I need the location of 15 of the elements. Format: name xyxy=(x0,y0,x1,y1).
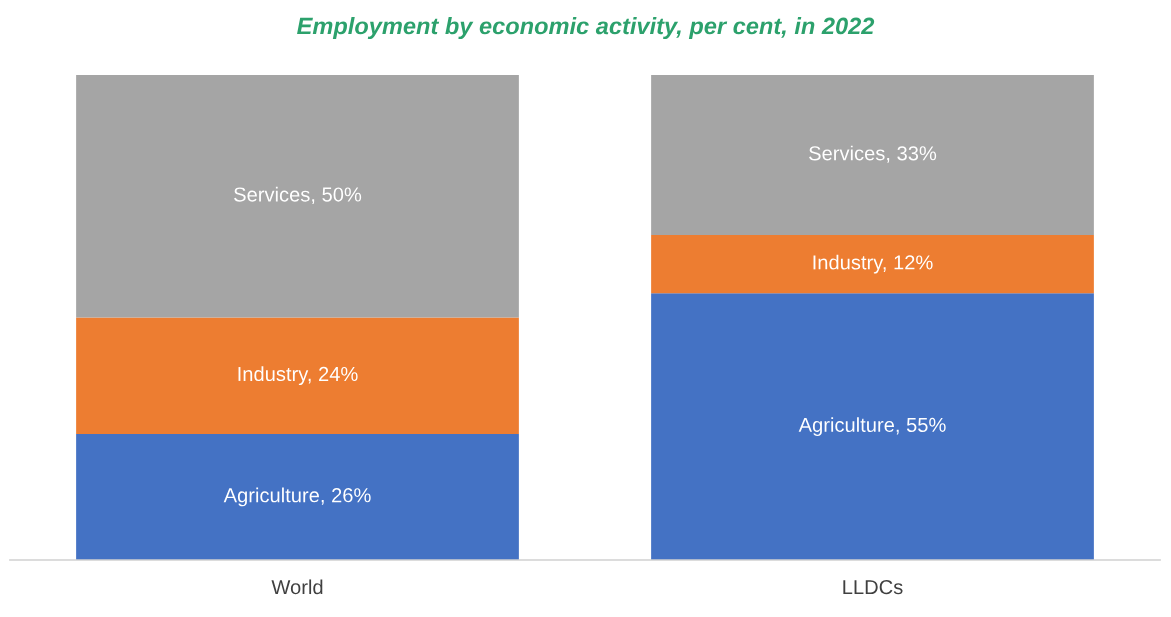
bar xyxy=(651,75,1094,236)
data-label: Services, 33% xyxy=(809,145,937,163)
data-label: Agriculture, 55% xyxy=(798,417,946,437)
x-tick-label: LLDCs xyxy=(843,579,903,595)
bar xyxy=(651,235,1094,294)
chart-title: Employment by economic activity, per cent, in 2022 xyxy=(297,17,875,39)
bar xyxy=(76,317,519,434)
data-label: Agriculture, 26% xyxy=(223,487,371,507)
x-tick-label: World xyxy=(271,579,323,595)
data-label: Services, 50% xyxy=(234,186,362,205)
bar xyxy=(76,75,519,318)
bar xyxy=(651,293,1094,560)
data-label: Industry, 24% xyxy=(238,366,358,386)
bar xyxy=(76,433,519,560)
data-label: Industry, 12% xyxy=(813,254,933,274)
